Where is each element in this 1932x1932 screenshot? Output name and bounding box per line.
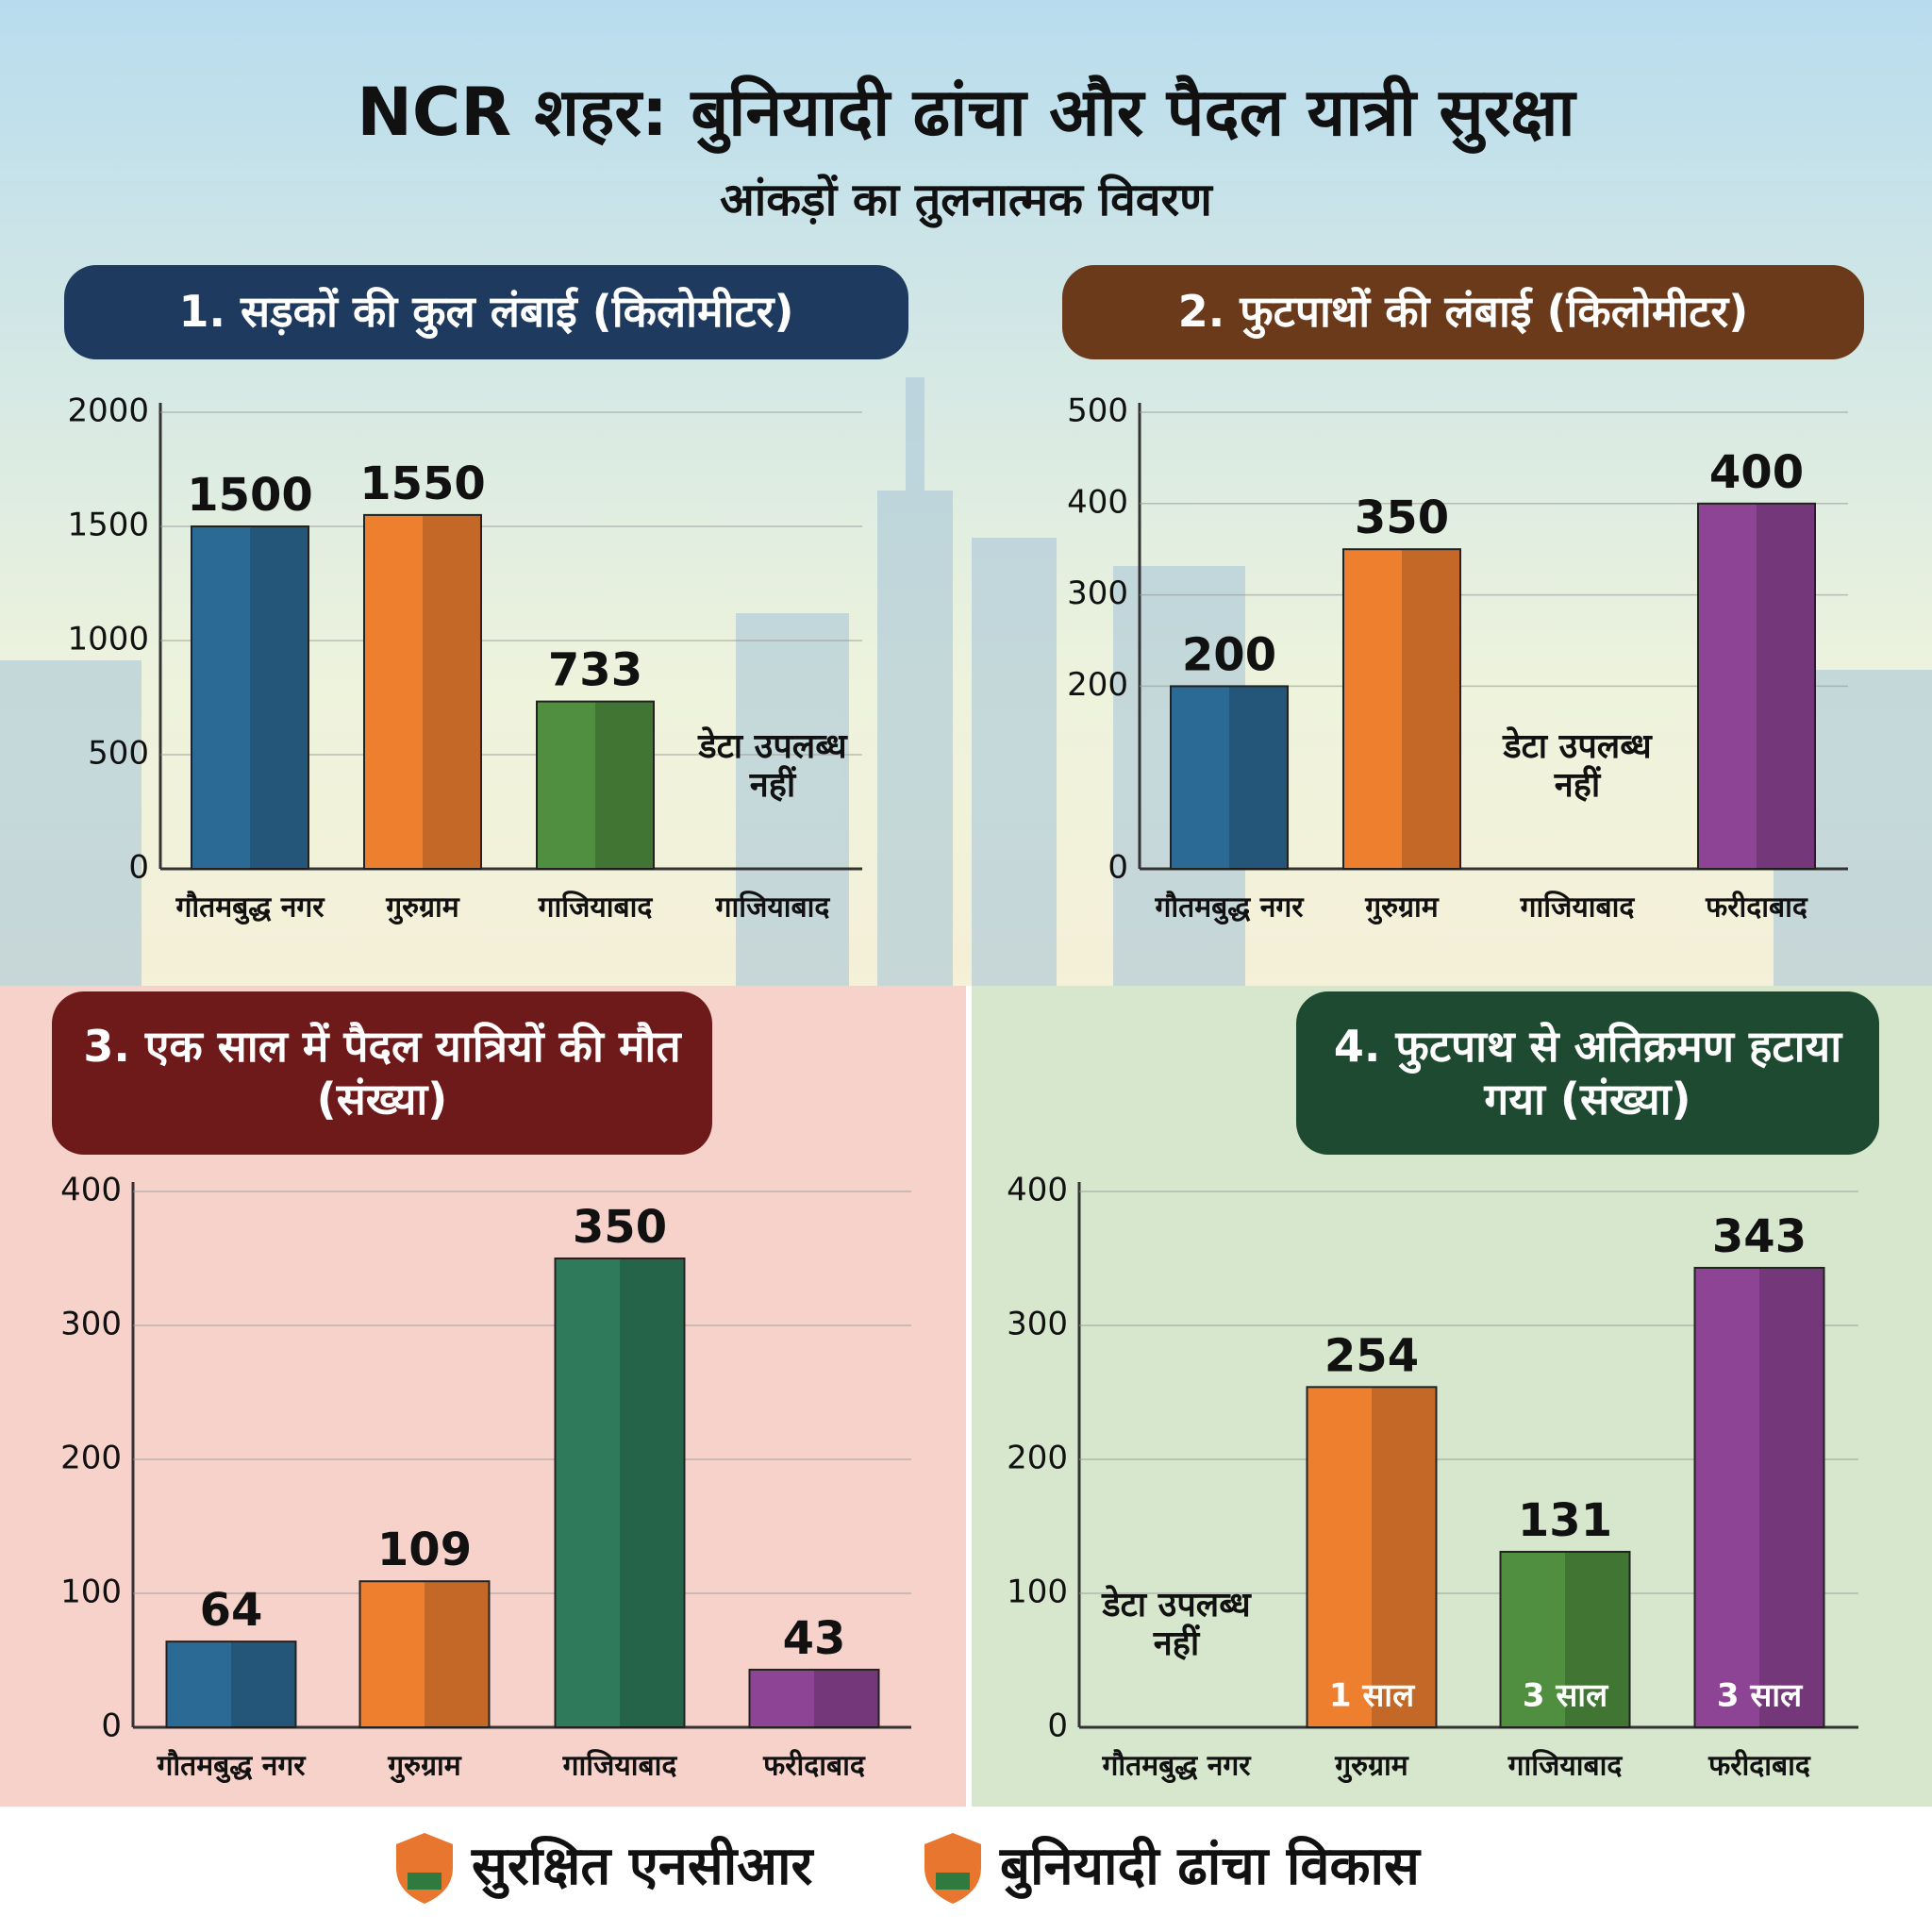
page-title: NCR शहर: बुनियादी ढांचा और पैदल यात्री स… bbox=[357, 74, 1577, 154]
footer-text: सुरक्षित एनसीआर bbox=[471, 1835, 814, 1899]
value-label: 733 bbox=[548, 644, 642, 697]
bar bbox=[358, 1580, 491, 1728]
bar-note: 3 साल bbox=[1717, 1677, 1804, 1715]
x-tick-label: फरीदाबाद bbox=[762, 1749, 866, 1783]
x-tick-label: गाजियाबाद bbox=[538, 891, 654, 924]
y-tick-label: 200 bbox=[1067, 666, 1128, 704]
bar-note: 1 साल bbox=[1329, 1677, 1416, 1715]
x-tick-label: गुरुग्राम bbox=[1334, 1750, 1409, 1784]
value-label: 64 bbox=[200, 1584, 263, 1637]
bar bbox=[1693, 1266, 1825, 1728]
y-tick-label: 0 bbox=[1108, 849, 1128, 887]
x-tick-label: गौतमबुद्ध नगर bbox=[1154, 891, 1305, 925]
value-label: 200 bbox=[1182, 628, 1276, 681]
bar-shade bbox=[231, 1642, 295, 1727]
chart-title: 4. फुटपाथ से अतिक्रमण हटाया गया (संख्या) bbox=[1296, 991, 1879, 1155]
bar-shade bbox=[595, 702, 653, 869]
x-tick-label: गुरुग्राम bbox=[1364, 891, 1440, 925]
bar bbox=[165, 1641, 297, 1728]
x-tick-label: गुरुग्राम bbox=[385, 891, 460, 925]
background bbox=[0, 0, 1932, 986]
value-label: 1500 bbox=[187, 469, 313, 522]
x-tick-label: गाजियाबाद bbox=[562, 1749, 678, 1783]
bar bbox=[748, 1668, 880, 1728]
y-tick-label: 200 bbox=[60, 1440, 122, 1477]
bar bbox=[536, 700, 655, 871]
x-tick-label: गौतमबुद्ध नगर bbox=[156, 1749, 307, 1784]
bar-shade bbox=[1757, 504, 1814, 869]
no-data-label: डेटा उपलब्ध नहीं bbox=[1102, 1586, 1251, 1664]
y-tick-label: 500 bbox=[88, 735, 149, 773]
value-label: 400 bbox=[1709, 446, 1804, 499]
x-tick-label: फरीदाबाद bbox=[1705, 891, 1808, 924]
footer-text: बुनियादी ढांचा विकास bbox=[999, 1835, 1422, 1899]
bar-shade bbox=[1759, 1268, 1824, 1727]
bar-shade bbox=[1229, 687, 1287, 869]
x-tick-label: गौतमबुद्ध नगर bbox=[175, 891, 325, 925]
bar bbox=[1170, 685, 1289, 871]
bar bbox=[1499, 1550, 1631, 1728]
y-tick-label: 1500 bbox=[67, 507, 149, 544]
shield-icon bbox=[396, 1833, 453, 1904]
x-tick-label: गाजियाबाद bbox=[1507, 1749, 1624, 1783]
y-tick-label: 400 bbox=[1067, 483, 1128, 521]
shield-icon bbox=[924, 1833, 981, 1904]
chart-title: 1. सड़कों की कुल लंबाई (किलोमीटर) bbox=[64, 265, 908, 359]
y-tick-label: 400 bbox=[1007, 1172, 1068, 1209]
value-label: 1550 bbox=[359, 458, 486, 510]
x-tick-label: गाजियाबाद bbox=[1520, 891, 1636, 924]
y-tick-label: 300 bbox=[1067, 575, 1128, 612]
y-tick-label: 100 bbox=[60, 1574, 122, 1611]
value-label: 350 bbox=[573, 1201, 667, 1254]
y-tick-label: 0 bbox=[101, 1707, 122, 1745]
bar-shade bbox=[423, 515, 480, 869]
bar bbox=[1306, 1386, 1438, 1728]
y-tick-label: 100 bbox=[1007, 1574, 1068, 1611]
value-label: 343 bbox=[1712, 1210, 1807, 1263]
bar-shade bbox=[1402, 550, 1459, 869]
bar-shade bbox=[250, 527, 308, 869]
y-tick-label: 300 bbox=[60, 1306, 122, 1343]
x-tick-label: गाजियाबाद bbox=[715, 891, 831, 924]
value-label: 254 bbox=[1324, 1329, 1419, 1382]
bar-shade bbox=[620, 1259, 684, 1727]
y-tick-label: 200 bbox=[1007, 1440, 1068, 1477]
y-tick-label: 0 bbox=[128, 849, 149, 887]
no-data-label: डेटा उपलब्ध नहीं bbox=[698, 727, 847, 806]
bar-shade bbox=[425, 1582, 489, 1727]
y-tick-label: 300 bbox=[1007, 1306, 1068, 1343]
bar bbox=[363, 513, 482, 871]
bar-note: 3 साल bbox=[1523, 1677, 1609, 1715]
x-tick-label: गुरुग्राम bbox=[387, 1750, 462, 1784]
x-tick-label: फरीदाबाद bbox=[1707, 1749, 1811, 1783]
y-tick-label: 1000 bbox=[67, 621, 149, 658]
bar bbox=[1697, 502, 1816, 870]
chart-title: 3. एक साल में पैदल यात्रियों की मौत (संख… bbox=[52, 991, 712, 1155]
bar bbox=[191, 525, 309, 870]
value-label: 43 bbox=[783, 1612, 846, 1665]
y-tick-label: 2000 bbox=[67, 392, 149, 430]
bar-shade bbox=[814, 1670, 878, 1727]
x-tick-label: गौतमबुद्ध नगर bbox=[1101, 1749, 1252, 1784]
y-tick-label: 0 bbox=[1047, 1707, 1068, 1745]
chart-title: 2. फुटपाथों की लंबाई (किलोमीटर) bbox=[1062, 265, 1864, 359]
value-label: 350 bbox=[1355, 491, 1449, 544]
bar-shade bbox=[1372, 1388, 1436, 1727]
y-tick-label: 500 bbox=[1067, 392, 1128, 430]
value-label: 109 bbox=[377, 1524, 472, 1576]
bar bbox=[554, 1257, 686, 1728]
bar-shade bbox=[1565, 1552, 1629, 1727]
no-data-label: डेटा उपलब्ध नहीं bbox=[1503, 727, 1652, 806]
y-tick-label: 400 bbox=[60, 1172, 122, 1209]
page-subtitle: आंकड़ों का तुलनात्मक विवरण bbox=[720, 174, 1214, 228]
value-label: 131 bbox=[1518, 1494, 1612, 1547]
bar bbox=[1342, 548, 1461, 870]
